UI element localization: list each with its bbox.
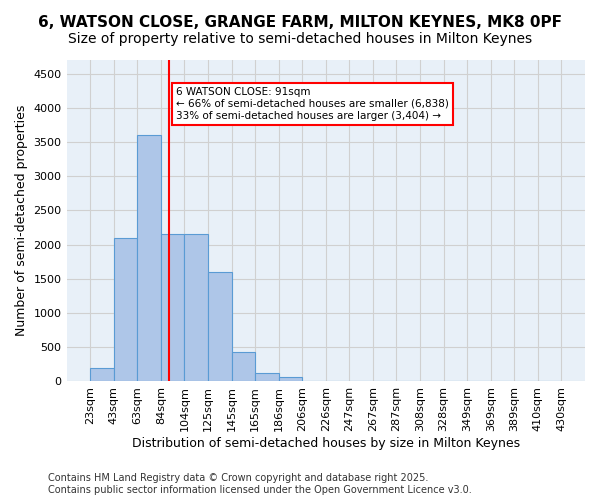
- Bar: [232, 352, 255, 382]
- Text: Size of property relative to semi-detached houses in Milton Keynes: Size of property relative to semi-detach…: [68, 32, 532, 46]
- Bar: [113, 238, 137, 382]
- Bar: [184, 234, 208, 382]
- Text: 6 WATSON CLOSE: 91sqm
← 66% of semi-detached houses are smaller (6,838)
33% of s: 6 WATSON CLOSE: 91sqm ← 66% of semi-deta…: [176, 88, 449, 120]
- Bar: [161, 234, 184, 382]
- Y-axis label: Number of semi-detached properties: Number of semi-detached properties: [15, 105, 28, 336]
- Bar: [208, 272, 232, 382]
- Bar: [278, 376, 302, 382]
- Bar: [255, 374, 278, 382]
- Bar: [137, 135, 161, 382]
- Bar: [90, 368, 113, 382]
- Text: Contains HM Land Registry data © Crown copyright and database right 2025.
Contai: Contains HM Land Registry data © Crown c…: [48, 474, 472, 495]
- X-axis label: Distribution of semi-detached houses by size in Milton Keynes: Distribution of semi-detached houses by …: [132, 437, 520, 450]
- Text: 6, WATSON CLOSE, GRANGE FARM, MILTON KEYNES, MK8 0PF: 6, WATSON CLOSE, GRANGE FARM, MILTON KEY…: [38, 15, 562, 30]
